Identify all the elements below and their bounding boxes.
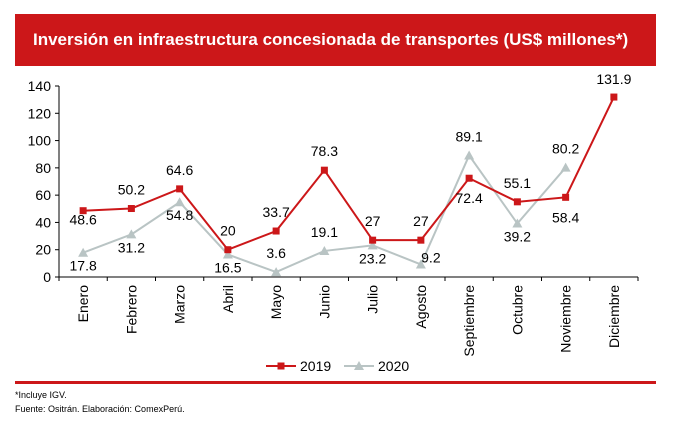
data-label-2019: 55.1 xyxy=(504,175,531,191)
data-label-2019: 78.3 xyxy=(311,143,338,159)
x-tick-label: Enero xyxy=(75,285,91,323)
data-label-2020: 80.2 xyxy=(552,141,579,157)
data-label-2019: 33.7 xyxy=(263,204,290,220)
data-label-2020: 89.1 xyxy=(456,128,483,144)
x-tick-label: Mayo xyxy=(268,285,284,319)
point-2020 xyxy=(512,218,523,228)
data-label-2019: 48.6 xyxy=(70,212,97,228)
data-label-2020: 23.2 xyxy=(359,250,386,266)
x-tick-label: Septiembre xyxy=(461,285,477,357)
point-2020 xyxy=(126,229,137,239)
point-2020 xyxy=(271,267,282,277)
series-line-2019 xyxy=(83,96,615,251)
point-2019 xyxy=(127,205,135,213)
data-label-2019: 27 xyxy=(413,213,429,229)
point-2019 xyxy=(465,174,473,182)
y-tick-label: 140 xyxy=(28,78,52,94)
point-2020 xyxy=(560,162,571,172)
point-2020 xyxy=(464,150,475,160)
point-2019 xyxy=(513,198,521,206)
point-2019 xyxy=(562,193,570,201)
data-label-2019: 50.2 xyxy=(118,182,145,198)
y-tick-label: 40 xyxy=(35,214,51,230)
data-label-2019: 20 xyxy=(220,223,236,239)
point-2019 xyxy=(79,207,87,215)
data-label-2020: 9.2 xyxy=(421,249,441,265)
legend-marker-2020 xyxy=(354,361,364,370)
y-tick-label: 80 xyxy=(35,160,51,176)
point-2020 xyxy=(174,197,185,207)
data-label-2020: 16.5 xyxy=(214,259,241,275)
point-2019 xyxy=(417,236,425,244)
legend-label-2019: 2019 xyxy=(300,358,331,374)
data-label-2019: 72.4 xyxy=(456,190,483,206)
legend-marker-2019 xyxy=(277,362,285,370)
x-tick-label: Julio xyxy=(365,285,381,314)
data-label-2020: 17.8 xyxy=(70,258,97,274)
data-label-2019: 58.4 xyxy=(552,209,579,225)
data-label-2020: 39.2 xyxy=(504,229,531,245)
y-tick-label: 0 xyxy=(43,269,51,285)
y-tick-label: 120 xyxy=(28,105,52,121)
data-label-2019: 131.9 xyxy=(596,71,631,87)
x-tick-label: Febrero xyxy=(123,285,139,334)
footnote-igv: *Incluye IGV. xyxy=(15,390,67,400)
point-2020 xyxy=(319,245,330,255)
point-2019 xyxy=(176,185,184,193)
x-tick-label: Octubre xyxy=(509,285,525,335)
x-tick-label: Noviembre xyxy=(558,285,574,353)
point-2019 xyxy=(272,227,280,235)
chart-title: Inversión en infraestructura concesionad… xyxy=(33,30,629,49)
y-tick-label: 60 xyxy=(35,187,51,203)
y-tick-label: 20 xyxy=(35,242,51,258)
point-2020 xyxy=(78,247,89,257)
x-tick-label: Diciembre xyxy=(606,285,622,348)
data-label-2019: 27 xyxy=(365,213,381,229)
point-2019 xyxy=(224,246,232,254)
x-tick-label: Junio xyxy=(316,285,332,319)
data-label-2020: 54.8 xyxy=(166,207,193,223)
point-2020 xyxy=(415,259,426,269)
point-2020 xyxy=(222,249,233,259)
data-label-2019: 64.6 xyxy=(166,162,193,178)
x-tick-label: Marzo xyxy=(172,285,188,324)
point-2019 xyxy=(369,236,377,244)
x-tick-label: Agosto xyxy=(413,285,429,329)
point-2019 xyxy=(320,166,328,174)
data-label-2020: 31.2 xyxy=(118,239,145,255)
x-tick-label: Abril xyxy=(220,285,236,313)
point-2020 xyxy=(367,240,378,250)
title-banner: Inversión en infraestructura concesionad… xyxy=(15,14,656,66)
data-label-2020: 19.1 xyxy=(311,224,338,240)
legend-label-2020: 2020 xyxy=(378,358,409,374)
data-label-2020: 3.6 xyxy=(266,245,286,261)
divider xyxy=(15,381,656,384)
footnote-source: Fuente: Ositrán. Elaboración: ComexPerú. xyxy=(15,404,185,414)
point-2019 xyxy=(610,93,618,101)
y-tick-label: 100 xyxy=(28,133,52,149)
